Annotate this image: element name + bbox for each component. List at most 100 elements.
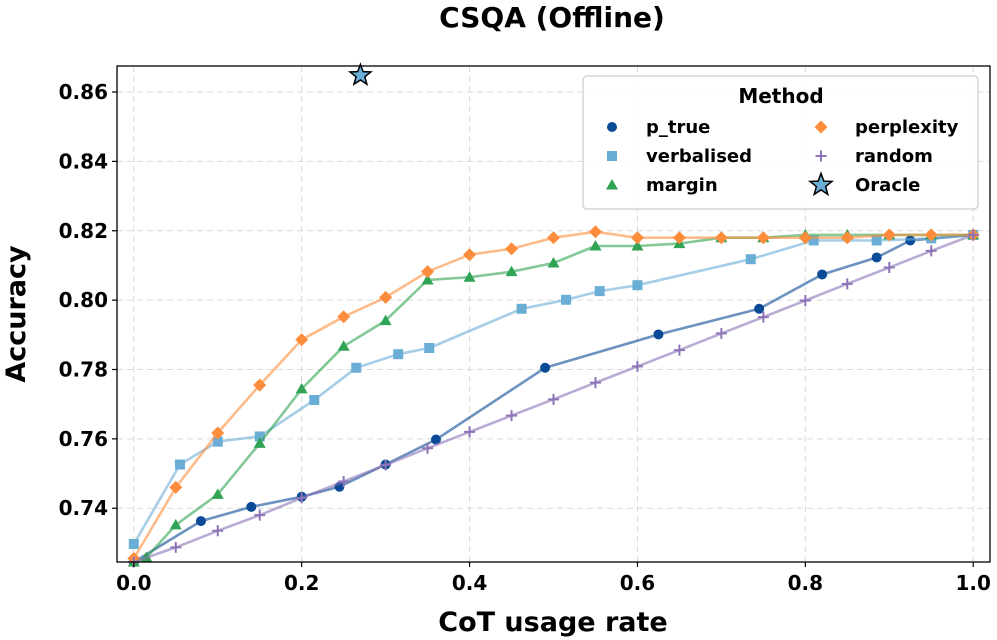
legend-marker-margin xyxy=(606,179,618,190)
data-point-random xyxy=(464,426,476,438)
data-point-random xyxy=(799,294,811,306)
data-point-perplexity xyxy=(463,248,477,262)
series-perplexity xyxy=(127,225,980,566)
y-tick-label: 0.86 xyxy=(59,80,108,104)
data-point-margin xyxy=(463,271,476,282)
legend: Method p_true verbalised margin perplexity r… xyxy=(582,75,979,210)
data-point-perplexity xyxy=(672,231,686,245)
data-point-margin xyxy=(295,382,308,394)
data-point-random xyxy=(170,541,182,553)
data-point-verbalised xyxy=(871,235,882,246)
data-point-margin xyxy=(337,340,350,351)
legend-label-margin: margin xyxy=(646,175,718,196)
data-point-perplexity xyxy=(253,378,267,392)
x-tick-label: 0.8 xyxy=(788,571,823,595)
data-point-random xyxy=(715,327,727,339)
data-point-perplexity xyxy=(295,333,309,347)
legend-marker-verbalised xyxy=(607,151,617,161)
data-point-perplexity xyxy=(840,231,854,245)
data-point-p-true xyxy=(430,434,441,445)
data-point-perplexity xyxy=(505,242,519,256)
data-point-random xyxy=(673,344,685,356)
series-random xyxy=(128,229,979,568)
plot-frame xyxy=(116,65,991,563)
data-point-perplexity xyxy=(714,231,728,245)
axis-ticks: 0.0 0.2 0.4 0.6 0.8 1.0 0.74 0.76 0.78 0.80 0.82 0.… xyxy=(59,80,991,595)
y-tick-label: 0.76 xyxy=(59,427,108,451)
data-point-p-true xyxy=(754,303,765,314)
data-point-random xyxy=(883,262,895,274)
legend-item-margin: margin xyxy=(606,175,718,196)
legend-box xyxy=(582,75,979,210)
data-point-random xyxy=(212,525,224,537)
chart-title: CSQA (Offline) xyxy=(439,1,665,34)
data-point-margin xyxy=(505,265,518,277)
data-point-verbalised xyxy=(254,431,265,442)
legend-marker-perplexity xyxy=(814,120,828,134)
data-point-perplexity xyxy=(379,290,393,304)
y-axis-label: Accuracy xyxy=(1,245,32,383)
x-tick-label: 0.4 xyxy=(452,571,487,595)
legend-label-oracle: Oracle xyxy=(855,175,920,196)
data-point-p-true xyxy=(540,362,551,373)
data-point-p-true xyxy=(195,516,206,527)
legend-marker-random xyxy=(815,150,827,162)
y-tick-label: 0.74 xyxy=(59,496,108,520)
data-point-random xyxy=(506,410,518,422)
series-line-p-true xyxy=(133,233,974,564)
data-point-perplexity xyxy=(756,231,770,245)
data-point-margin xyxy=(253,437,266,448)
data-point-perplexity xyxy=(798,231,812,245)
data-point-verbalised xyxy=(594,286,605,297)
data-point-verbalised xyxy=(516,303,527,314)
data-point-margin xyxy=(547,257,560,268)
data-point-margin xyxy=(379,314,392,326)
data-point-perplexity xyxy=(337,310,351,324)
legend-label-p-true: p_true xyxy=(646,117,710,138)
data-point-random xyxy=(422,442,434,454)
data-point-random xyxy=(967,229,979,241)
series-line-margin xyxy=(133,233,974,564)
data-point-random xyxy=(380,459,392,471)
data-point-perplexity xyxy=(630,231,644,245)
legend-entries: p_true verbalised margin perplexity random Or… xyxy=(606,117,959,197)
data-point-p-true xyxy=(653,329,664,340)
x-tick-label: 1.0 xyxy=(955,571,990,595)
data-point-random xyxy=(548,393,559,405)
data-point-verbalised xyxy=(424,342,435,353)
data-point-verbalised xyxy=(393,349,404,360)
legend-item-oracle: Oracle xyxy=(807,171,920,197)
data-point-verbalised xyxy=(174,459,185,470)
data-point-perplexity xyxy=(882,228,896,242)
data-point-random xyxy=(757,311,769,323)
data-point-random xyxy=(254,509,266,521)
data-point-random xyxy=(631,360,643,372)
legend-item-random: random xyxy=(815,146,933,167)
legend-label-perplexity: perplexity xyxy=(855,117,959,138)
data-point-random xyxy=(841,278,853,290)
data-point-p-true xyxy=(817,269,828,280)
legend-item-verbalised: verbalised xyxy=(607,146,752,167)
data-point-random xyxy=(589,377,601,389)
data-point-verbalised xyxy=(351,362,362,373)
data-point-verbalised xyxy=(745,254,756,265)
y-tick-label: 0.78 xyxy=(59,357,108,381)
data-point-margin xyxy=(589,240,602,251)
series-layer xyxy=(127,62,980,568)
data-point-random xyxy=(296,492,308,504)
data-point-perplexity xyxy=(421,265,435,279)
y-tick-label: 0.80 xyxy=(59,288,108,312)
data-point-verbalised xyxy=(808,235,819,246)
oracle-star-point xyxy=(347,62,373,87)
data-point-margin xyxy=(631,240,644,251)
data-point-margin xyxy=(169,518,182,530)
data-point-verbalised xyxy=(561,294,572,305)
data-point-random xyxy=(338,476,350,488)
data-point-perplexity xyxy=(211,426,225,440)
x-tick-label: 0.2 xyxy=(284,571,319,595)
data-point-perplexity xyxy=(547,231,560,245)
x-tick-label: 0.6 xyxy=(620,571,655,595)
data-point-p-true xyxy=(871,252,882,263)
data-point-perplexity xyxy=(924,228,938,242)
